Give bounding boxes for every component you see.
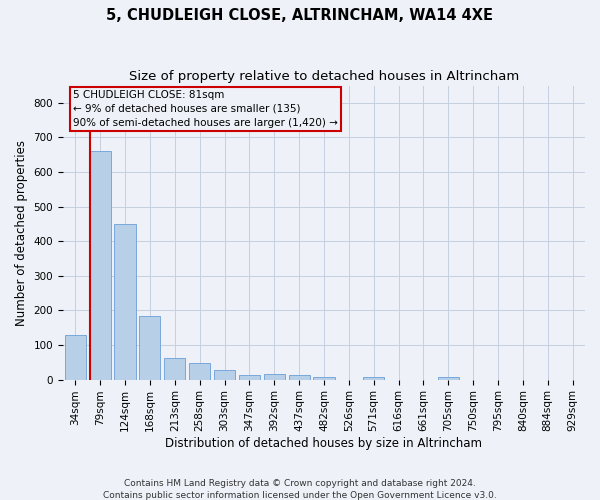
Bar [437,377,459,380]
Bar [139,316,160,380]
Text: 5 CHUDLEIGH CLOSE: 81sqm
← 9% of detached houses are smaller (135)
90% of semi-d: 5 CHUDLEIGH CLOSE: 81sqm ← 9% of detache… [73,90,338,128]
Bar [164,358,185,380]
Bar [65,336,86,380]
Bar [289,375,310,380]
Bar [239,376,260,380]
Title: Size of property relative to detached houses in Altrincham: Size of property relative to detached ho… [129,70,519,83]
Bar [115,224,136,380]
Bar [89,152,111,380]
Text: 5, CHUDLEIGH CLOSE, ALTRINCHAM, WA14 4XE: 5, CHUDLEIGH CLOSE, ALTRINCHAM, WA14 4XE [107,8,493,22]
Bar [363,377,384,380]
Y-axis label: Number of detached properties: Number of detached properties [15,140,28,326]
Bar [313,377,335,380]
Bar [189,364,210,380]
Bar [263,374,285,380]
X-axis label: Distribution of detached houses by size in Altrincham: Distribution of detached houses by size … [166,437,482,450]
Text: Contains HM Land Registry data © Crown copyright and database right 2024.
Contai: Contains HM Land Registry data © Crown c… [103,478,497,500]
Bar [214,370,235,380]
